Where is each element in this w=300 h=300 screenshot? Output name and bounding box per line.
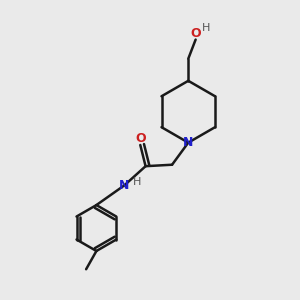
Text: N: N — [183, 136, 194, 149]
Text: H: H — [133, 177, 141, 188]
Text: O: O — [135, 132, 146, 145]
Text: H: H — [202, 23, 210, 33]
Text: N: N — [119, 179, 130, 192]
Text: O: O — [190, 27, 201, 40]
